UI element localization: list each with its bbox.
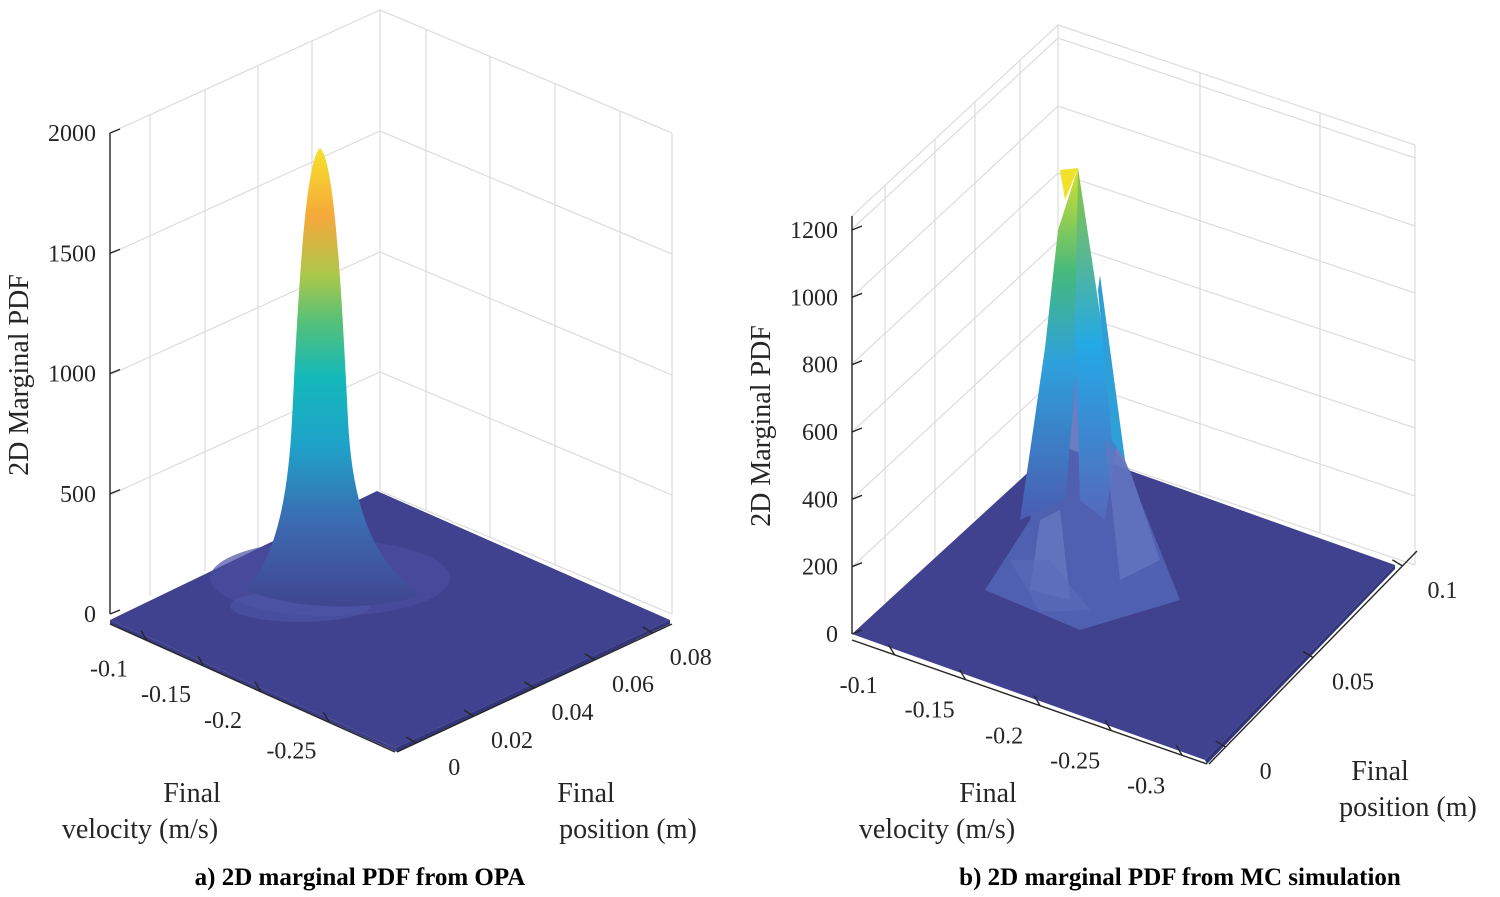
panel-a-peak-surface bbox=[245, 148, 420, 607]
x-tick-label: -0.15 bbox=[905, 698, 955, 724]
panel-b-floor-edge bbox=[1205, 565, 1395, 764]
y-tick-mark bbox=[642, 626, 654, 634]
panel-a: 0 500 1000 1500 2000 -0.1 -0.15 -0.2 -0.25 0 0.02 0… bbox=[4, 9, 712, 891]
x-tick-mark bbox=[1033, 695, 1041, 707]
z-tick-mark bbox=[109, 609, 121, 615]
panel-a-y-label-line1: Final bbox=[557, 778, 615, 809]
y-tick-label: 0.02 bbox=[491, 728, 533, 754]
x-tick-label: -0.25 bbox=[1050, 749, 1100, 775]
x-tick-label: -0.3 bbox=[1127, 773, 1165, 799]
y-tick-label: 0.06 bbox=[612, 672, 654, 698]
y-tick-label: 0 bbox=[448, 755, 460, 781]
y-tick-mark bbox=[584, 653, 596, 661]
z-tick-mark bbox=[851, 494, 863, 500]
x-tick-label: -0.2 bbox=[985, 724, 1023, 750]
panel-a-floor-edge bbox=[110, 620, 397, 752]
x-tick-mark bbox=[322, 712, 331, 723]
x-tick-mark bbox=[197, 655, 205, 667]
y-tick-mark bbox=[405, 736, 417, 744]
y-tick-mark bbox=[1302, 650, 1314, 659]
panel-a-caption: a) 2D marginal PDF from OPA bbox=[195, 864, 526, 891]
z-tick-label: 600 bbox=[802, 420, 838, 446]
z-tick-mark bbox=[109, 368, 121, 375]
z-tick-label: 0 bbox=[826, 622, 838, 648]
y-tick-mark bbox=[1392, 559, 1403, 567]
z-tick-label: 0 bbox=[84, 602, 96, 628]
z-tick-mark bbox=[851, 562, 863, 568]
panel-b-x-label-line1: Final bbox=[959, 778, 1017, 809]
z-tick-label: 500 bbox=[60, 482, 96, 508]
panel-b-x-axis bbox=[851, 639, 1208, 765]
panel-a-x-axis bbox=[109, 623, 396, 753]
panel-b-ticks: 0 200 400 600 800 1000 1200 -0.1 -0.15 -0.2 -0.25 -… bbox=[790, 218, 1457, 799]
x-tick-mark bbox=[958, 669, 967, 681]
panel-b-z-label: 2D Marginal PDF bbox=[746, 325, 777, 527]
x-tick-mark bbox=[1104, 720, 1112, 731]
panel-b-peak-surface bbox=[985, 168, 1180, 630]
x-tick-label: -0.25 bbox=[266, 739, 316, 765]
z-tick-mark bbox=[851, 360, 863, 366]
y-tick-label: 0 bbox=[1260, 759, 1272, 785]
panel-b: 0 200 400 600 800 1000 1200 -0.1 -0.15 -0.2 -0.25 -… bbox=[746, 23, 1477, 891]
y-tick-label: 0.04 bbox=[552, 700, 594, 726]
panel-b-caption: b) 2D marginal PDF from MC simulation bbox=[959, 864, 1401, 891]
x-tick-mark bbox=[887, 644, 896, 656]
z-tick-mark bbox=[851, 629, 863, 635]
panel-b-y-label-line2: position (m) bbox=[1339, 792, 1477, 823]
panel-b-x-label-line2: velocity (m/s) bbox=[859, 814, 1015, 845]
x-tick-mark bbox=[1175, 744, 1183, 756]
z-tick-mark bbox=[851, 427, 863, 433]
z-tick-label: 1000 bbox=[790, 285, 838, 311]
z-tick-mark bbox=[109, 248, 121, 254]
x-tick-mark bbox=[140, 630, 148, 642]
y-tick-mark bbox=[524, 681, 535, 689]
z-tick-mark bbox=[851, 292, 863, 298]
x-tick-mark bbox=[254, 681, 262, 693]
z-tick-mark bbox=[109, 128, 121, 134]
z-tick-label: 400 bbox=[802, 487, 838, 513]
z-tick-label: 200 bbox=[802, 555, 838, 581]
panel-a-x-label-line1: Final bbox=[163, 778, 221, 809]
y-tick-label: 0.1 bbox=[1427, 578, 1457, 604]
panel-b-y-label-line1: Final bbox=[1351, 756, 1409, 787]
x-tick-label: -0.15 bbox=[141, 682, 191, 708]
z-tick-label: 2000 bbox=[48, 121, 96, 147]
panel-a-ticks: 0 500 1000 1500 2000 -0.1 -0.15 -0.2 -0.25 0 0.02 0… bbox=[48, 121, 712, 781]
y-tick-label: 0.08 bbox=[670, 645, 712, 671]
y-tick-mark bbox=[1215, 740, 1227, 748]
z-tick-mark bbox=[851, 225, 863, 231]
x-tick-label: -0.1 bbox=[90, 657, 128, 683]
z-tick-label: 1200 bbox=[790, 218, 838, 244]
z-tick-label: 800 bbox=[802, 353, 838, 379]
panel-a-gridlines bbox=[109, 9, 673, 615]
z-tick-label: 1000 bbox=[48, 362, 96, 388]
panel-a-z-label: 2D Marginal PDF bbox=[4, 274, 35, 476]
z-tick-mark bbox=[109, 489, 121, 495]
z-tick-label: 1500 bbox=[48, 241, 96, 267]
x-tick-label: -0.2 bbox=[204, 708, 242, 734]
y-tick-label: 0.05 bbox=[1332, 670, 1374, 696]
x-tick-label: -0.1 bbox=[840, 673, 878, 699]
panel-a-x-label-line2: velocity (m/s) bbox=[62, 814, 218, 845]
y-tick-mark bbox=[463, 709, 475, 717]
panel-a-y-label-line2: position (m) bbox=[559, 814, 697, 845]
